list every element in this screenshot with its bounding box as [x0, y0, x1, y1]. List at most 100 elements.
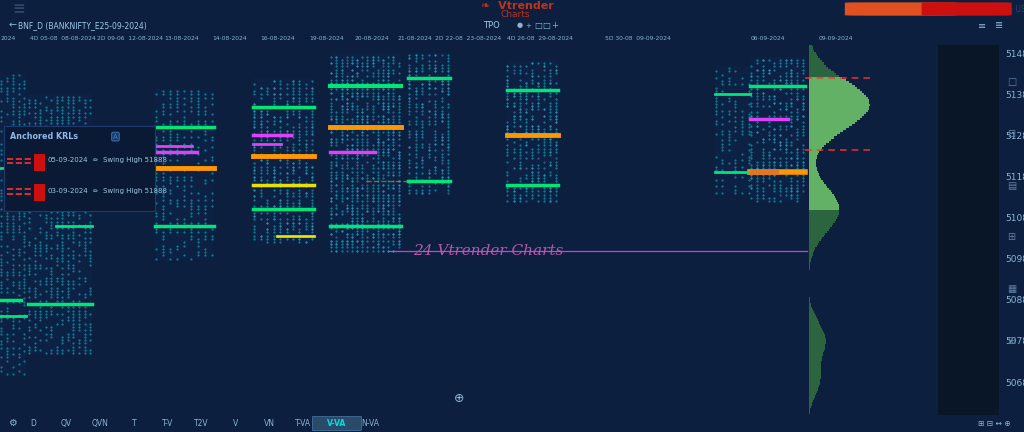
- Text: 05-09-2024: 05-09-2024: [48, 157, 88, 163]
- Bar: [809, 130, 843, 132]
- Text: 2D 09-06  12-08-2024: 2D 09-06 12-08-2024: [96, 36, 163, 41]
- Text: N-VA: N-VA: [361, 419, 380, 428]
- Bar: [809, 297, 810, 299]
- Bar: [809, 71, 834, 73]
- Text: ⊞ ⊟ ↔ ⊕: ⊞ ⊟ ↔ ⊕: [978, 419, 1011, 428]
- Bar: [809, 334, 824, 336]
- Bar: [809, 336, 825, 338]
- Bar: [809, 77, 843, 79]
- Bar: [809, 219, 836, 221]
- Bar: [809, 118, 860, 120]
- Text: +: +: [551, 21, 558, 30]
- Bar: [809, 250, 814, 251]
- Text: ⊞ ⊙ US: ⊞ ⊙ US: [998, 4, 1024, 13]
- Bar: [809, 98, 867, 99]
- Bar: [809, 403, 812, 406]
- Bar: [809, 155, 817, 157]
- Bar: [809, 124, 852, 126]
- Bar: [809, 239, 820, 241]
- Text: QV: QV: [61, 419, 72, 428]
- Bar: [809, 412, 810, 414]
- Bar: [155, 90, 214, 259]
- Bar: [330, 53, 400, 251]
- Bar: [809, 241, 819, 243]
- Bar: [809, 361, 821, 362]
- Bar: [809, 151, 819, 153]
- Text: BNF_D (BANKNIFTY_E25-09-2024): BNF_D (BANKNIFTY_E25-09-2024): [18, 21, 147, 30]
- Bar: [809, 106, 869, 108]
- Bar: [809, 248, 815, 250]
- Text: Swing High 51888: Swing High 51888: [103, 157, 168, 163]
- Bar: [809, 153, 818, 155]
- Text: Anchored KRLs: Anchored KRLs: [10, 132, 78, 141]
- Bar: [809, 318, 816, 319]
- Bar: [809, 93, 864, 95]
- Bar: [809, 79, 846, 81]
- Bar: [809, 200, 837, 202]
- Bar: [809, 332, 824, 334]
- Text: 2D 22-08  23-08-2024: 2D 22-08 23-08-2024: [435, 36, 502, 41]
- Text: □: □: [535, 21, 543, 30]
- Bar: [809, 305, 811, 307]
- Bar: [809, 60, 821, 63]
- Bar: [809, 251, 813, 254]
- Bar: [809, 108, 868, 110]
- Bar: [809, 229, 828, 231]
- Bar: [809, 165, 816, 167]
- Bar: [809, 346, 825, 348]
- Bar: [809, 237, 822, 239]
- Bar: [809, 348, 824, 350]
- Bar: [809, 149, 821, 151]
- Bar: [809, 114, 864, 116]
- Bar: [809, 313, 814, 315]
- Bar: [809, 397, 814, 400]
- Text: TPO: TPO: [483, 21, 500, 30]
- Bar: [809, 327, 822, 330]
- Bar: [809, 178, 821, 180]
- Bar: [253, 78, 314, 242]
- Bar: [809, 137, 834, 139]
- Text: T-VA: T-VA: [295, 419, 311, 428]
- Text: ⊕: ⊕: [455, 392, 465, 405]
- Text: ⊞: ⊞: [1008, 232, 1016, 242]
- Bar: [809, 134, 837, 137]
- Text: ≡: ≡: [978, 20, 986, 31]
- Bar: [809, 319, 818, 321]
- Bar: [809, 225, 831, 227]
- Bar: [809, 145, 824, 147]
- Text: T-V: T-V: [162, 419, 174, 428]
- Bar: [809, 342, 825, 344]
- Bar: [809, 387, 818, 389]
- Bar: [809, 198, 836, 200]
- Bar: [809, 362, 821, 365]
- Bar: [809, 266, 810, 268]
- Bar: [809, 44, 812, 46]
- Bar: [0, 74, 27, 374]
- Bar: [809, 315, 815, 318]
- Bar: [809, 256, 812, 258]
- Bar: [809, 391, 817, 394]
- Bar: [809, 235, 823, 237]
- FancyBboxPatch shape: [845, 2, 957, 16]
- Text: Demo ●: Demo ●: [948, 4, 985, 13]
- Text: 21-08-2024: 21-08-2024: [397, 36, 432, 41]
- Bar: [809, 69, 830, 71]
- Text: T2V: T2V: [195, 419, 209, 428]
- Bar: [809, 58, 820, 60]
- Bar: [809, 254, 813, 256]
- Bar: [809, 365, 821, 367]
- Text: ⚙: ⚙: [8, 419, 17, 429]
- Bar: [809, 262, 810, 264]
- Bar: [809, 202, 838, 204]
- Bar: [751, 170, 778, 175]
- Bar: [809, 50, 814, 52]
- Text: 06-09-2024: 06-09-2024: [751, 36, 785, 41]
- Bar: [809, 258, 811, 260]
- Text: V-VA: V-VA: [328, 419, 346, 428]
- Text: ⊟: ⊟: [1008, 129, 1016, 139]
- Text: ←: ←: [8, 20, 16, 31]
- Bar: [809, 371, 820, 373]
- Text: 16-08-2024: 16-08-2024: [261, 36, 295, 41]
- Bar: [809, 309, 813, 311]
- Bar: [809, 140, 828, 143]
